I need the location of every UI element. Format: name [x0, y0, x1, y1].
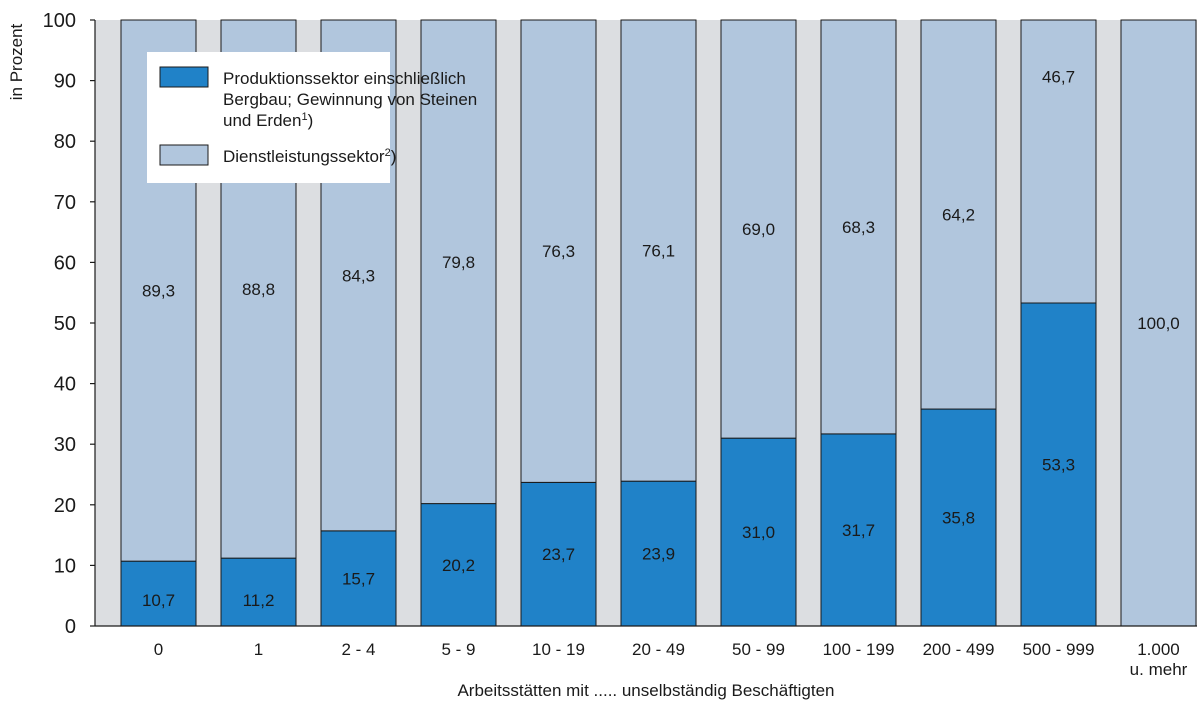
value-label: 31,0	[742, 523, 775, 542]
value-label: 89,3	[142, 282, 175, 301]
y-axis-title: in Prozent	[7, 23, 26, 100]
value-label: 20,2	[442, 556, 475, 575]
bar-segment-production	[820, 433, 897, 627]
bar-segment-production	[420, 503, 497, 627]
x-tick-label: 50 - 99	[732, 640, 785, 659]
legend-label-services: Dienstleistungssektor2)	[223, 147, 396, 166]
y-axis: 0 10 20 30 40 50 60 70 80 90 100	[43, 10, 96, 638]
x-tick-label: 20 - 49	[632, 640, 685, 659]
value-label: 79,8	[442, 253, 475, 272]
value-label: 76,3	[542, 242, 575, 261]
x-tick-label: 1	[254, 640, 263, 659]
value-label: 15,7	[342, 569, 375, 588]
y-tick-label: 40	[54, 374, 76, 396]
bar-segment-services	[1020, 19, 1097, 304]
bar-segment-services	[1120, 19, 1197, 627]
bar-segment-services	[920, 19, 997, 410]
y-tick-label: 80	[54, 131, 76, 153]
x-axis: 0 1 2 - 4 5 - 9 10 - 19 20 - 49 50 - 99 100 - 1…	[95, 625, 1197, 679]
value-label: 88,8	[242, 280, 275, 299]
x-axis-title: Arbeitsstätten mit ..... unselbständig B…	[457, 681, 834, 700]
value-label: 76,1	[642, 242, 675, 261]
value-label: 64,2	[942, 206, 975, 225]
y-tick-label: 100	[43, 10, 76, 32]
legend-swatch-services	[159, 144, 209, 166]
value-label: 11,2	[243, 591, 275, 610]
legend: Produktionssektor einschließlich Bergbau;…	[147, 52, 477, 183]
x-tick-label: 500 - 999	[1023, 640, 1095, 659]
value-label: 84,3	[342, 266, 375, 285]
legend-label-production: Produktionssektor einschließlich Bergbau;…	[223, 69, 477, 109]
x-tick-label: 100 - 199	[823, 640, 895, 659]
y-tick-label: 20	[54, 495, 76, 517]
legend-swatch-production	[159, 66, 209, 88]
value-label: 31,7	[842, 521, 875, 540]
value-label: 10,7	[142, 591, 175, 610]
bar-segment-production	[320, 530, 397, 627]
value-label: 23,9	[642, 545, 675, 564]
y-tick-label: 50	[54, 313, 76, 335]
y-tick-label: 70	[54, 192, 76, 214]
y-tick-label: 0	[65, 616, 76, 638]
value-label: 46,7	[1042, 67, 1075, 86]
bar-segment-production	[1020, 302, 1097, 627]
bar-segment-production	[720, 437, 797, 627]
bar-segment-services	[520, 19, 597, 483]
bar-segment-production	[520, 481, 597, 627]
x-tick-label: 2 - 4	[341, 640, 375, 659]
y-tick-label: 60	[54, 252, 76, 274]
bar-segment-services	[820, 19, 897, 435]
value-label: 68,3	[842, 218, 875, 237]
x-tick-label: 200 - 499	[923, 640, 995, 659]
y-tick-label: 30	[54, 434, 76, 456]
value-label: 23,7	[542, 545, 575, 564]
bar-segment-services	[620, 19, 697, 482]
x-tick-label: 1.000 u. mehr	[1130, 640, 1188, 679]
x-tick-label: 5 - 9	[441, 640, 475, 659]
y-tick-label: 10	[54, 555, 76, 577]
value-label: 100,0	[1137, 314, 1180, 333]
bar-segment-production	[120, 560, 197, 627]
x-tick-label: 10 - 19	[532, 640, 585, 659]
bar-segment-services	[720, 19, 797, 439]
y-tick-label: 90	[54, 71, 76, 93]
value-label: 53,3	[1042, 456, 1075, 475]
x-tick-label: 0	[154, 640, 163, 659]
bar-segment-services	[420, 19, 497, 505]
value-label: 69,0	[742, 220, 775, 239]
bar-segment-production	[620, 480, 697, 627]
legend-label-production-line3: und Erden1)	[223, 111, 313, 130]
value-label: 35,8	[942, 509, 975, 528]
bar-segment-production	[220, 557, 297, 627]
